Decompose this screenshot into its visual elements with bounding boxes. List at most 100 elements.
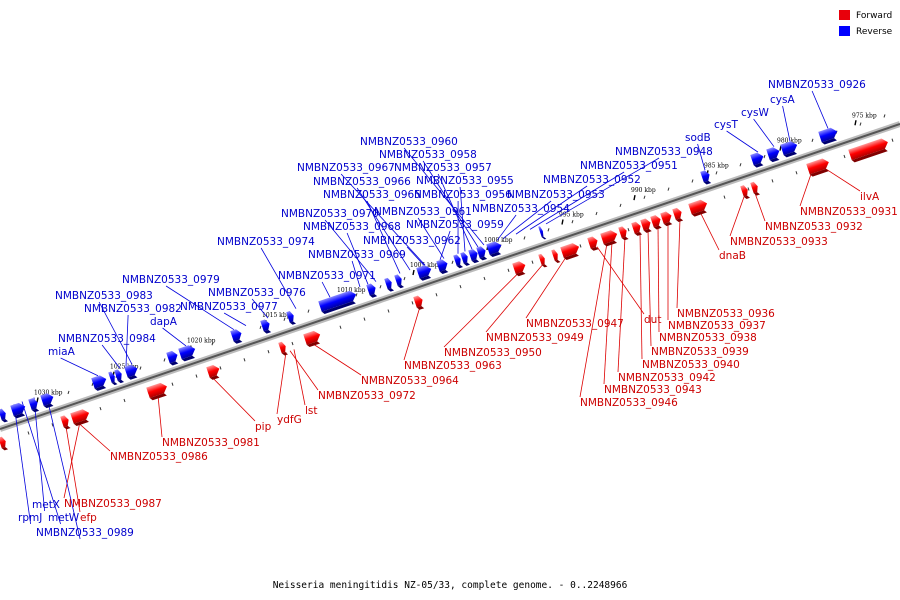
leader-line bbox=[33, 397, 45, 512]
reverse-gene bbox=[436, 259, 449, 274]
forward-gene bbox=[848, 138, 888, 163]
forward-gene-label: lst bbox=[305, 405, 318, 417]
leader-line bbox=[356, 187, 411, 271]
tick-label: 980 kbp bbox=[777, 138, 802, 145]
leader-line bbox=[753, 118, 775, 147]
forward-gene-label: ilvA bbox=[860, 191, 880, 203]
minor-tick-bottom bbox=[435, 293, 438, 297]
reverse-gene-label: NMBNZ0533_0976 bbox=[208, 287, 306, 299]
leader-line bbox=[293, 349, 306, 406]
genome-axis bbox=[0, 121, 900, 432]
tick-label: 1010 kbp bbox=[337, 287, 366, 294]
minor-tick-bottom bbox=[747, 187, 750, 191]
leader-line bbox=[545, 157, 660, 225]
reverse-gene bbox=[0, 408, 9, 423]
minor-tick-top bbox=[451, 260, 454, 264]
minor-tick-bottom bbox=[387, 309, 390, 313]
leader-line bbox=[417, 217, 445, 259]
forward-gene bbox=[560, 243, 580, 260]
reverse-gene bbox=[230, 329, 243, 344]
forward-gene bbox=[631, 221, 643, 236]
minor-tick-bottom bbox=[483, 276, 486, 281]
reverse-gene-label: NMBNZ0533_0970 bbox=[281, 208, 379, 220]
reverse-gene bbox=[108, 371, 118, 386]
forward-gene-label: NMBNZ0533_0987 bbox=[64, 498, 162, 510]
reverse-gene-label: dapA bbox=[150, 316, 178, 328]
forward-gene-label: efp bbox=[80, 512, 97, 524]
reverse-gene-label: NMBNZ0533_0965 bbox=[323, 189, 421, 201]
leader-line bbox=[726, 130, 759, 153]
reverse-gene-label: NMBNZ0533_0962 bbox=[363, 235, 461, 247]
forward-gene-label: dnaB bbox=[719, 250, 746, 262]
forward-gene bbox=[551, 249, 561, 264]
tick-label: 1020 kbp bbox=[187, 338, 216, 345]
tick-label: 975 kbp bbox=[852, 112, 877, 119]
reverse-gene-label: NMBNZ0533_0959 bbox=[406, 219, 504, 231]
gene-features bbox=[0, 127, 888, 451]
leader-line bbox=[406, 246, 425, 266]
minor-tick-bottom bbox=[771, 179, 774, 183]
forward-gene-label: NMBNZ0533_0946 bbox=[580, 397, 678, 409]
reverse-gene-label: sodB bbox=[685, 132, 711, 144]
minor-tick-top bbox=[307, 309, 310, 313]
reverse-gene-label: metX bbox=[32, 499, 60, 511]
leader-line bbox=[676, 218, 681, 309]
minor-tick-top bbox=[163, 358, 166, 362]
leader-line bbox=[502, 200, 552, 239]
minor-tick-top bbox=[139, 366, 142, 370]
forward-gene-label: NMBNZ0533_0942 bbox=[618, 372, 716, 384]
leader-line bbox=[311, 342, 362, 376]
reverse-gene bbox=[260, 319, 272, 334]
tick-label: 1015 kbp bbox=[262, 312, 291, 319]
forward-gene bbox=[688, 199, 708, 217]
forward-gene-label: NMBNZ0533_0932 bbox=[765, 221, 863, 233]
reverse-gene-label: rpmJ bbox=[18, 512, 42, 524]
reverse-gene bbox=[818, 127, 838, 145]
reverse-gene-label: NMBNZ0533_0984 bbox=[58, 333, 156, 345]
leader-line bbox=[525, 256, 567, 319]
leader-line bbox=[617, 237, 626, 373]
forward-gene bbox=[806, 158, 829, 177]
leader-line bbox=[603, 241, 613, 385]
minor-tick-top bbox=[619, 203, 622, 208]
forward-gene bbox=[146, 382, 167, 401]
reverse-gene-label: NMBNZ0533_0966 bbox=[313, 176, 411, 188]
reverse-gene bbox=[124, 364, 138, 380]
reverse-gene-label: metW bbox=[48, 512, 80, 524]
minor-tick-bottom bbox=[195, 374, 198, 378]
reverse-gene-label: NMBNZ0533_0982 bbox=[84, 303, 182, 315]
minor-tick-bottom bbox=[123, 398, 126, 403]
leader-line bbox=[639, 232, 643, 360]
forward-gene bbox=[660, 211, 673, 227]
minor-tick-top bbox=[811, 138, 814, 142]
reverse-gene bbox=[780, 141, 798, 158]
reverse-gene bbox=[178, 345, 196, 362]
legend-reverse-swatch bbox=[839, 26, 850, 36]
reverse-gene bbox=[366, 283, 378, 298]
reverse-gene bbox=[538, 226, 547, 240]
minor-tick-bottom bbox=[363, 317, 366, 321]
reverse-gene-label: NMBNZ0533_0954 bbox=[472, 203, 570, 215]
leader-line bbox=[157, 395, 163, 438]
minor-tick-bottom bbox=[843, 154, 846, 159]
reverse-gene-label: NMBNZ0533_0960 bbox=[360, 136, 458, 148]
leader-line bbox=[165, 285, 235, 331]
forward-gene-label: NMBNZ0533_0986 bbox=[110, 451, 208, 463]
forward-gene bbox=[512, 261, 526, 277]
reverse-gene-label: NMBNZ0533_0951 bbox=[580, 160, 678, 172]
forward-gene bbox=[538, 253, 548, 268]
forward-gene-label: NMBNZ0533_0981 bbox=[162, 437, 260, 449]
forward-gene-label: NMBNZ0533_0949 bbox=[486, 332, 584, 344]
forward-gene bbox=[0, 436, 9, 451]
reverse-gene bbox=[460, 252, 471, 266]
minor-tick-top bbox=[523, 236, 526, 240]
reverse-gene bbox=[468, 248, 480, 264]
minor-tick-top bbox=[259, 325, 262, 330]
leader-line bbox=[729, 196, 745, 237]
leader-line bbox=[529, 171, 625, 230]
caption: Neisseria meningitidis NZ-05/33, complet… bbox=[273, 580, 628, 591]
leader-line bbox=[754, 193, 766, 222]
reverse-gene bbox=[166, 350, 179, 366]
leader-line bbox=[579, 243, 608, 398]
